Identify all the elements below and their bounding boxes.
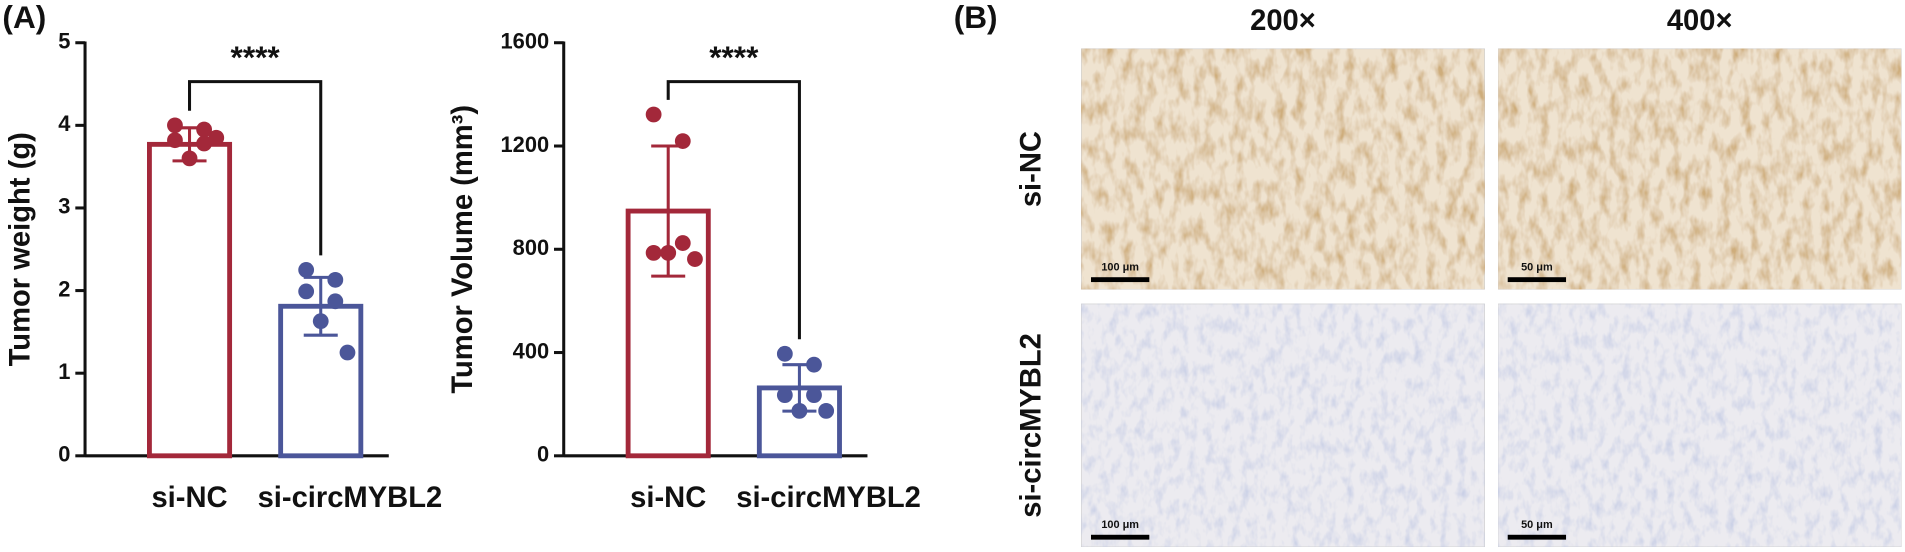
data-point bbox=[196, 121, 213, 138]
scale-bar bbox=[1091, 534, 1150, 540]
y-tick-label: 0 bbox=[537, 442, 549, 467]
scale-bar bbox=[1091, 277, 1150, 283]
micrograph bbox=[1080, 303, 1485, 548]
data-point bbox=[687, 251, 703, 267]
data-point bbox=[327, 293, 344, 310]
data-point bbox=[196, 135, 213, 152]
y-tick-label: 5 bbox=[58, 29, 70, 54]
significance-bracket bbox=[666, 80, 801, 340]
y-tick-label: 1200 bbox=[501, 132, 550, 157]
row-label: si-circMYBL2 bbox=[1015, 333, 1047, 518]
data-point bbox=[327, 271, 344, 288]
data-point bbox=[674, 235, 691, 251]
data-point bbox=[776, 387, 793, 404]
data-point bbox=[339, 344, 356, 361]
y-tick-label: 1600 bbox=[501, 29, 550, 54]
panel-label: (A) bbox=[2, 0, 46, 35]
y-tick-label: 800 bbox=[513, 235, 549, 260]
data-point bbox=[208, 129, 225, 146]
column-label: 400× bbox=[1667, 5, 1733, 37]
significance-label: **** bbox=[709, 39, 759, 75]
y-tick-label: 1 bbox=[58, 359, 70, 384]
panel-label: (B) bbox=[954, 0, 998, 35]
y-tick-label: 4 bbox=[58, 111, 71, 136]
scale-bar bbox=[1507, 277, 1567, 283]
data-point bbox=[806, 356, 822, 373]
y-tick-label: 2 bbox=[58, 276, 70, 301]
data-point bbox=[167, 117, 183, 134]
data-point bbox=[818, 402, 835, 419]
scale-bar-label: 100 μm bbox=[1101, 519, 1139, 531]
y-axis-label: Tumor Volume (mm³) bbox=[447, 105, 479, 394]
data-point bbox=[167, 132, 183, 149]
y-tick-label: 3 bbox=[58, 194, 70, 219]
data-point bbox=[791, 402, 808, 419]
scale-bar-label: 50 μm bbox=[1521, 519, 1553, 531]
micrograph bbox=[1080, 48, 1485, 290]
micrograph bbox=[1497, 48, 1902, 290]
y-axis-label: Tumor weight (g) bbox=[5, 132, 37, 366]
row-label: si-NC bbox=[1015, 131, 1047, 207]
data-point bbox=[806, 387, 822, 404]
data-point bbox=[312, 313, 329, 330]
data-point bbox=[181, 150, 198, 167]
scale-bar-label: 100 μm bbox=[1101, 261, 1139, 273]
scale-bar bbox=[1507, 534, 1567, 540]
y-tick-label: 0 bbox=[58, 442, 70, 467]
x-tick-label: si-circMYBL2 bbox=[258, 482, 443, 514]
data-point bbox=[776, 345, 793, 362]
column-label: 200× bbox=[1250, 5, 1316, 37]
scale-bar-label: 50 μm bbox=[1521, 261, 1553, 273]
significance-bracket bbox=[188, 80, 323, 256]
data-point bbox=[298, 283, 315, 300]
data-point bbox=[645, 106, 662, 123]
significance-label: **** bbox=[231, 39, 281, 75]
x-tick-label: si-NC bbox=[630, 482, 706, 514]
data-point bbox=[660, 244, 677, 261]
data-point bbox=[674, 133, 691, 149]
y-tick-label: 400 bbox=[513, 338, 549, 363]
data-point bbox=[645, 244, 662, 261]
data-point bbox=[298, 262, 315, 278]
micrograph bbox=[1497, 303, 1902, 548]
x-tick-label: si-circMYBL2 bbox=[736, 482, 921, 514]
x-tick-label: si-NC bbox=[151, 482, 227, 514]
bar bbox=[147, 141, 233, 459]
